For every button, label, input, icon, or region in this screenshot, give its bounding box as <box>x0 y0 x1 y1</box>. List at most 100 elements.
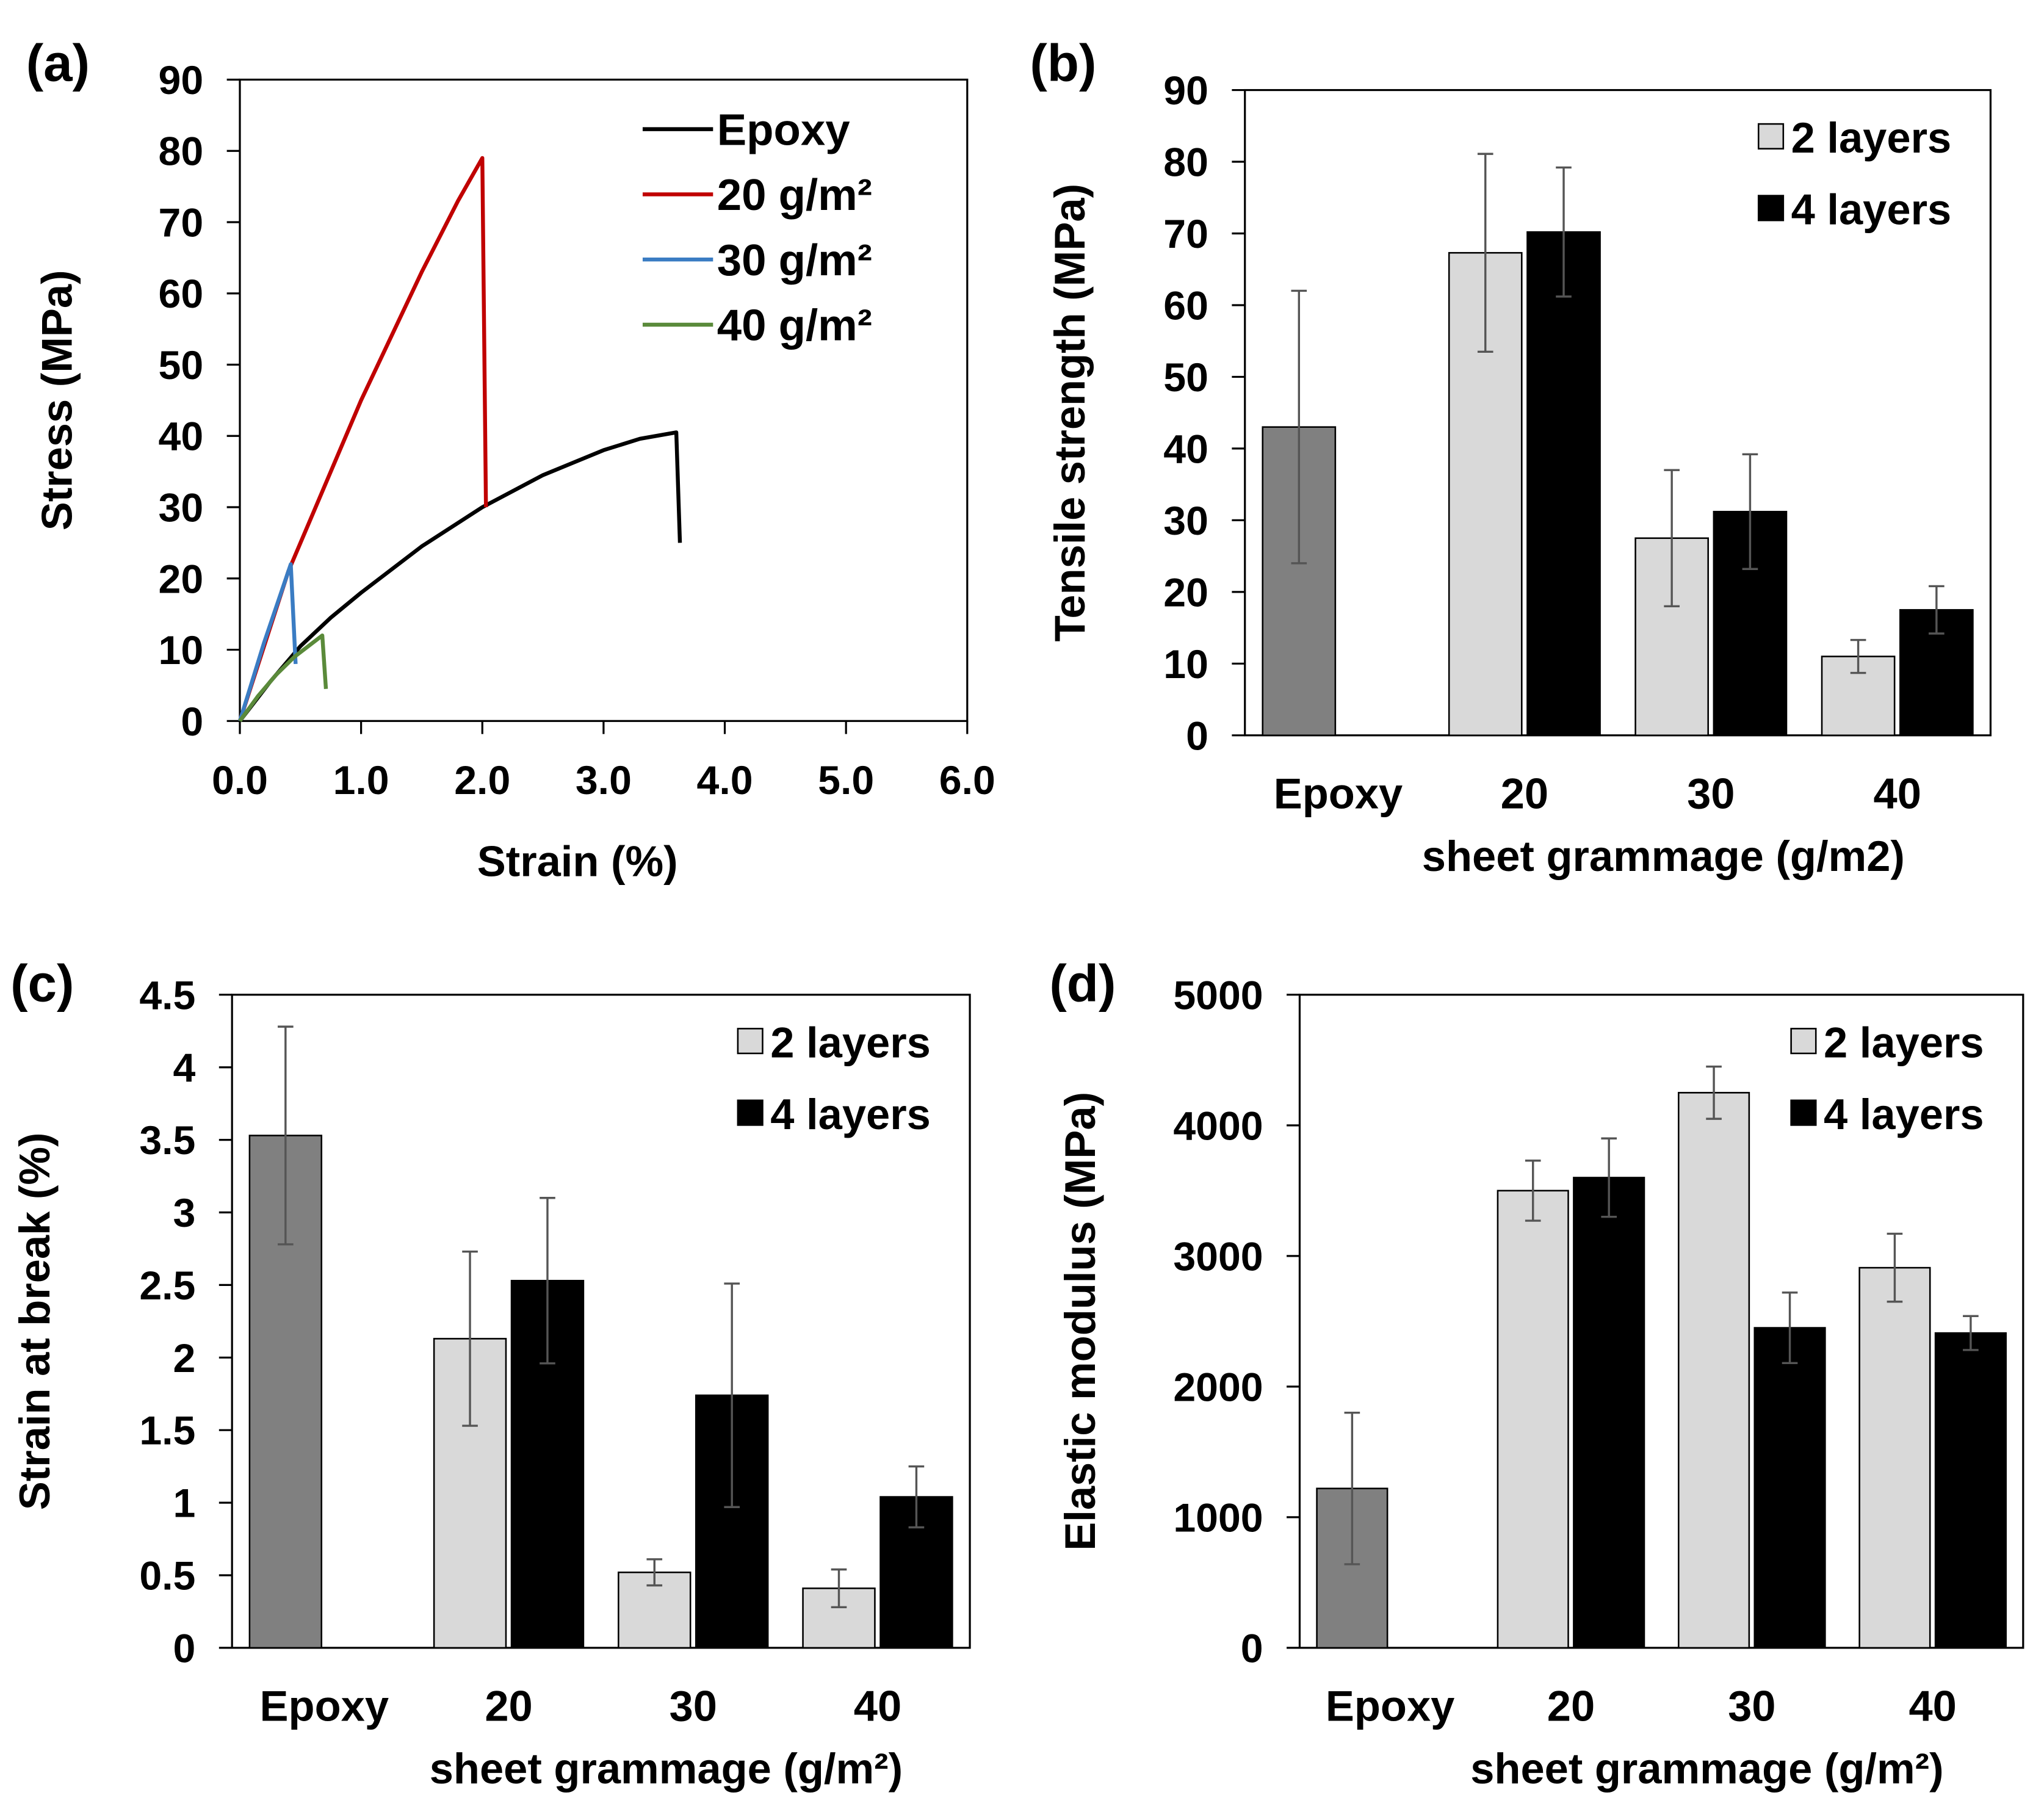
series-line <box>237 562 298 722</box>
x-category-label: 30 <box>1728 1681 1775 1730</box>
x-tick-label: 5.0 <box>818 758 874 803</box>
y-tick-label: 3.5 <box>139 1118 195 1163</box>
y-tick-label: 30 <box>1163 499 1208 544</box>
y-tick-label: 3 <box>173 1191 196 1236</box>
x-category-label: 20 <box>1501 769 1548 817</box>
x-tick-label: 4.0 <box>697 758 753 803</box>
y-tick-label: 50 <box>159 343 204 388</box>
x-category-label: 20 <box>485 1681 532 1730</box>
y-tick-label: 20 <box>1163 570 1208 615</box>
y-tick-label: 80 <box>159 129 204 175</box>
y-tick-label: 4.5 <box>139 973 195 1018</box>
y-tick-label: 10 <box>159 628 204 673</box>
legend-swatch <box>1790 1028 1817 1055</box>
legend-label: 20 g/m² <box>717 170 872 220</box>
y-tick-label: 60 <box>159 272 204 317</box>
y-tick-label: 70 <box>1163 212 1208 257</box>
x-axis-label: sheet grammage (g/m²) <box>430 1744 903 1793</box>
y-tick-label: 40 <box>1163 427 1208 472</box>
bar <box>1678 1092 1750 1649</box>
x-category-label: 30 <box>670 1681 717 1730</box>
y-tick-label: 90 <box>1163 68 1208 114</box>
legend-swatch <box>1757 195 1785 222</box>
x-category-label: 30 <box>1687 769 1735 817</box>
legend-swatch <box>737 1099 764 1126</box>
bar <box>1934 1332 2007 1649</box>
bar <box>1526 231 1601 737</box>
x-tick-label: 3.0 <box>576 758 632 803</box>
panel-d: (d) 0 1000 2000 3000 4000 5000 Elastic modulus … <box>1049 955 2024 1793</box>
bar <box>1753 1327 1826 1649</box>
x-axis-label: sheet grammage (g/m²) <box>1470 1744 1943 1793</box>
y-tick-label: 80 <box>1163 140 1208 186</box>
legend-swatch <box>737 1028 764 1055</box>
legend-label: 2 layers <box>770 1018 931 1066</box>
x-category-label: Epoxy <box>260 1681 389 1730</box>
panel-c: (c) 0 0.5 1 1.5 2 2.5 3 3.5 4 4.5 Strain at break (… <box>10 955 971 1793</box>
y-axis-label: Strain at break (%) <box>10 1132 59 1510</box>
plot-frame <box>1298 994 2024 1649</box>
y-tick-label: 90 <box>159 58 204 103</box>
y-tick-label: 40 <box>159 414 204 460</box>
y-tick-label: 0 <box>181 699 203 745</box>
bar <box>1497 1190 1569 1649</box>
panel-label: (b) <box>1030 35 1096 93</box>
x-axis-label: Strain (%) <box>477 837 678 885</box>
panel-label: (d) <box>1049 955 1116 1013</box>
series-line <box>237 156 488 722</box>
plot-frame <box>1244 88 1992 737</box>
x-category-label: Epoxy <box>1274 769 1403 817</box>
legend-swatch <box>1757 123 1785 150</box>
legend-label: 4 layers <box>1791 186 1952 234</box>
y-tick-label: 60 <box>1163 283 1208 328</box>
bar <box>1262 426 1337 737</box>
y-tick-label: 2.5 <box>139 1263 195 1309</box>
series-line <box>238 430 682 723</box>
legend-label: 30 g/m² <box>717 236 872 285</box>
y-tick-label: 1 <box>173 1481 196 1526</box>
x-axis-label: sheet grammage (g/m2) <box>1422 832 1905 880</box>
legend-label: 2 layers <box>1824 1018 1984 1066</box>
x-category-label: 40 <box>854 1681 901 1730</box>
y-tick-label: 2000 <box>1173 1365 1263 1410</box>
x-tick-label: 6.0 <box>939 758 995 803</box>
y-tick-label: 20 <box>159 557 204 602</box>
y-tick-label: 5000 <box>1173 973 1263 1018</box>
panel-a: (a) 0 10 20 30 40 50 60 70 80 90 Stress (MPa) 0.0 1.0… <box>26 35 995 886</box>
bar <box>1821 655 1896 737</box>
y-tick-label: 10 <box>1163 642 1208 687</box>
y-tick-label: 0.5 <box>139 1553 195 1598</box>
y-tick-label: 0 <box>173 1626 196 1671</box>
y-axis-label: Stress (MPa) <box>32 270 81 530</box>
y-tick-label: 30 <box>159 486 204 531</box>
bar <box>1858 1266 1931 1649</box>
y-tick-label: 0 <box>1241 1626 1263 1671</box>
x-category-label: Epoxy <box>1326 1681 1454 1730</box>
y-tick-label: 2 <box>173 1336 196 1381</box>
y-tick-label: 1000 <box>1173 1495 1263 1540</box>
y-tick-label: 1.5 <box>139 1409 195 1454</box>
legend-label: 4 layers <box>770 1090 931 1138</box>
x-category-label: 20 <box>1547 1681 1595 1730</box>
y-axis-label: Elastic modulus (MPa) <box>1056 1092 1104 1551</box>
y-tick-label: 3000 <box>1173 1234 1263 1279</box>
y-tick-label: 50 <box>1163 355 1208 400</box>
legend-label: 4 layers <box>1824 1090 1984 1138</box>
panel-b: (b) 0 10 20 30 40 50 60 70 80 90 Tensile strength (… <box>1030 35 1992 880</box>
y-tick-label: 4000 <box>1173 1103 1263 1149</box>
y-tick-label: 70 <box>159 200 204 245</box>
y-tick-label: 4 <box>173 1045 196 1091</box>
series-line <box>238 633 328 723</box>
x-category-label: 40 <box>1874 769 1921 817</box>
x-tick-label: 1.0 <box>333 758 389 803</box>
legend-label: 2 layers <box>1791 114 1952 162</box>
panel-label: (a) <box>26 35 90 93</box>
legend-label: 40 g/m² <box>717 301 872 350</box>
y-axis-label: Tensile strength (MPa) <box>1045 184 1094 641</box>
x-category-label: 40 <box>1909 1681 1956 1730</box>
legend-label: Epoxy <box>717 105 850 154</box>
x-tick-label: 2.0 <box>454 758 510 803</box>
bar <box>1573 1177 1645 1649</box>
legend-swatch <box>1790 1099 1817 1126</box>
